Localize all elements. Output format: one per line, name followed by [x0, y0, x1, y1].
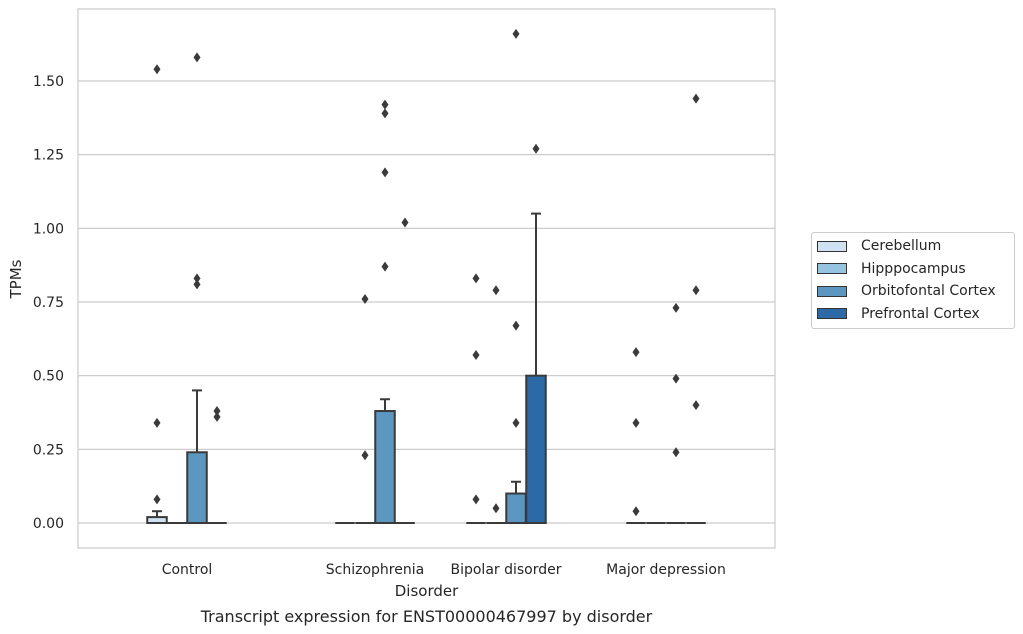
outlier-point: [692, 285, 700, 296]
outlier-point: [153, 494, 161, 505]
y-tick-label: 0.50: [33, 369, 64, 385]
x-tick-label: Bipolar disorder: [450, 562, 561, 578]
outlier-point: [632, 506, 640, 517]
y-tick-label: 1.00: [33, 221, 64, 237]
outlier-point: [672, 373, 680, 384]
outlier-point: [672, 447, 680, 458]
outlier-point: [381, 99, 389, 110]
box-body: [505, 492, 527, 524]
y-axis-label: TPMs: [7, 259, 25, 299]
outlier-point: [632, 417, 640, 428]
legend-label: Orbitofontal Cortex: [861, 283, 996, 300]
x-tick-labels: Control Schizophrenia Bipolar disorder Majo…: [162, 562, 726, 578]
legend-label: Hipppocampus: [861, 260, 966, 277]
outlier-point: [153, 417, 161, 428]
box-orbitofontal-cortex: [186, 389, 208, 524]
outlier-point: [361, 450, 369, 461]
outlier-point: [193, 52, 201, 63]
legend-item: Cerebellum: [812, 235, 1014, 258]
legend-item: Orbitofontal Cortex: [812, 280, 1014, 303]
outlier-point: [492, 503, 500, 514]
outlier-point: [213, 411, 221, 422]
outliers: [153, 28, 700, 517]
legend-item: Hipppocampus: [812, 258, 1014, 281]
box-cerebellum: [146, 510, 168, 525]
outlier-point: [193, 279, 201, 290]
legend-label: Prefrontal Cortex: [861, 305, 980, 322]
outlier-point: [401, 217, 409, 228]
outlier-point: [512, 417, 520, 428]
x-axis-label: Disorder: [395, 582, 459, 600]
outlier-point: [692, 400, 700, 411]
y-tick-label: 0.75: [33, 295, 64, 311]
outlier-point: [512, 320, 520, 331]
legend-label: Cerebellum: [861, 238, 942, 255]
box-body: [525, 374, 547, 524]
outlier-point: [692, 93, 700, 104]
y-tick-label: 1.50: [33, 74, 64, 90]
legend-swatch: [817, 240, 847, 252]
outlier-point: [532, 143, 540, 154]
x-tick-label: Major depression: [606, 562, 726, 578]
legend-item: Prefrontal Cortex: [812, 303, 1014, 326]
outlier-point: [193, 273, 201, 284]
box-body: [374, 410, 396, 525]
outlier-point: [472, 494, 480, 505]
box-body: [186, 451, 208, 524]
legend-swatch: [817, 308, 847, 320]
plot-frame: [77, 8, 776, 549]
box-orbitofontal-cortex: [505, 480, 527, 524]
outlier-point: [381, 261, 389, 272]
y-tick-label: 0.25: [33, 442, 64, 458]
outlier-point: [492, 285, 500, 296]
boxes: [146, 212, 706, 525]
y-tick-label: 0.00: [33, 516, 64, 532]
outlier-point: [472, 273, 480, 284]
legend: Cerebellum Hipppocampus Orbitofontal Corte…: [811, 232, 1015, 329]
legend-swatch: [817, 263, 847, 275]
gridlines: [78, 80, 775, 524]
x-tick-label: Control: [162, 562, 213, 578]
box-prefrontal-cortex: [525, 212, 547, 524]
x-tick-label: Schizophrenia: [326, 562, 424, 578]
outlier-point: [472, 350, 480, 361]
outlier-point: [632, 347, 640, 358]
y-tick-label: 1.25: [33, 148, 64, 164]
chart-title: Transcript expression for ENST0000046799…: [200, 607, 653, 626]
outlier-point: [381, 108, 389, 119]
outlier-point: [361, 294, 369, 305]
outlier-point: [381, 167, 389, 178]
outlier-point: [153, 64, 161, 75]
box-orbitofontal-cortex: [374, 398, 396, 525]
outlier-point: [213, 406, 221, 417]
y-tick-labels: 0.00 0.25 0.50 0.75 1.00 1.25 1.50: [33, 74, 64, 532]
legend-swatch: [817, 285, 847, 297]
outlier-point: [672, 302, 680, 313]
outlier-point: [512, 28, 520, 39]
